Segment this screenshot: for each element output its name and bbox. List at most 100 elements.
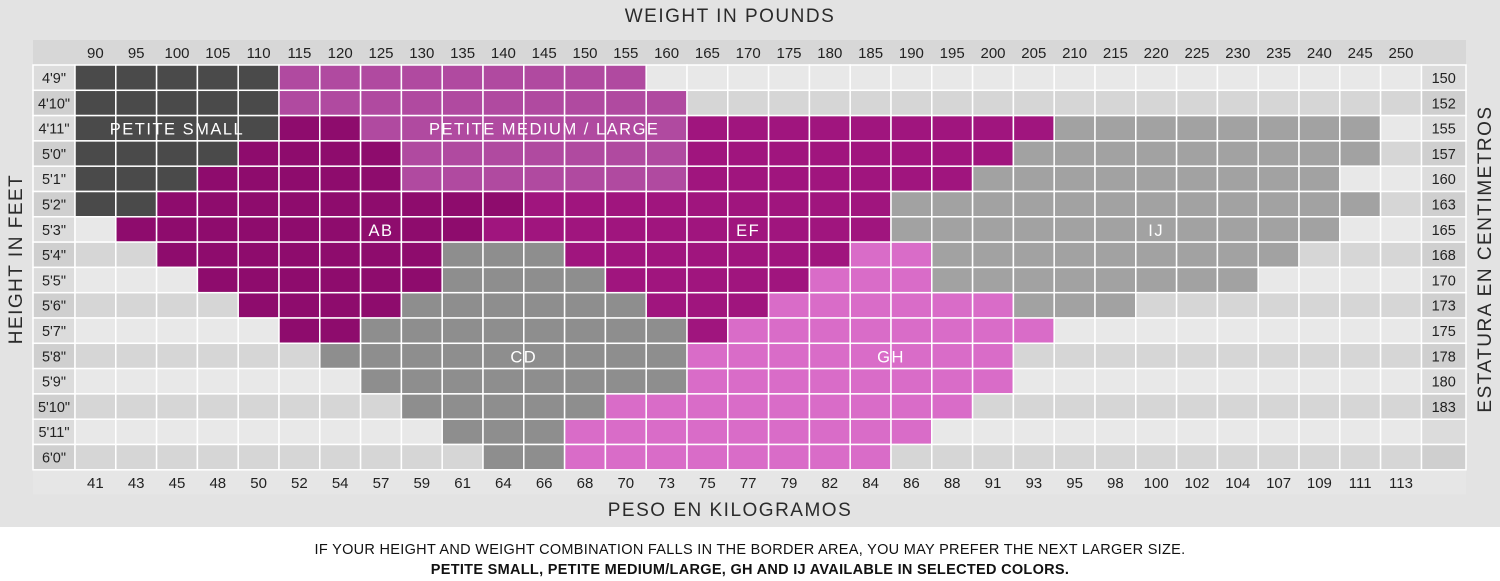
size-cell [237,367,280,395]
size-cell [1216,114,1259,142]
size-cell [849,266,892,294]
size-cell [482,64,525,92]
size-cell [645,64,688,92]
weight-lb-label: 120 [328,45,353,62]
size-region-label: IJ [1148,222,1164,240]
size-cell [563,443,607,471]
size-cell [808,291,851,319]
weight-lb-label: 105 [205,45,230,62]
size-cell [1175,367,1219,395]
size-cell [278,165,321,193]
size-cell [563,216,607,243]
size-cell [278,443,321,471]
size-cell [563,190,607,218]
weight-lb-label: 205 [1021,45,1046,62]
size-cell [563,342,607,370]
weight-lb-label: 115 [287,45,311,62]
size-cell [563,165,607,193]
weight-kg-label: 43 [128,475,145,492]
size-cell [604,114,647,142]
cm-label-cell [1420,342,1467,370]
weight-kg-label: 54 [332,475,349,492]
size-cell [319,291,362,319]
size-cell [74,114,117,142]
weight-kg-label: 102 [1184,475,1209,492]
weight-kg-label: 75 [699,475,716,492]
size-cell [1257,64,1300,92]
size-cell [278,342,321,370]
size-cell [1175,140,1219,167]
size-cell [441,64,484,92]
size-cell [645,216,688,243]
size-cell [971,443,1015,471]
size-cell [1298,367,1341,395]
size-cell [1257,114,1300,142]
height-ft-label: 5'0" [42,147,66,163]
size-cell [1339,190,1382,218]
size-cell [1379,443,1423,471]
height-cm-label: 155 [1432,122,1456,138]
size-cell [196,64,239,92]
size-cell [971,241,1015,269]
height-cm-label: 180 [1432,375,1456,391]
size-cell [727,89,770,117]
size-cell [155,443,199,471]
size-cell [74,216,117,243]
size-cell [237,216,280,243]
size-cell [1094,418,1137,446]
size-cell [196,89,239,117]
size-cell [1257,393,1300,420]
size-cell [441,418,484,446]
size-cell [441,317,484,345]
size-cell [1175,89,1219,117]
height-ft-label: 5'11" [38,425,69,441]
size-cell [400,291,443,319]
size-cell [727,266,770,294]
size-cell [523,64,566,92]
size-cell [359,241,403,269]
weight-kg-label: 86 [903,475,920,492]
size-cell [196,418,239,446]
size-cell [971,342,1015,370]
size-cell [441,216,484,243]
x-axis-title-secondary: PESO EN KILOGRAMOS [607,500,853,521]
weight-kg-label: 41 [87,475,104,492]
size-cell [237,241,280,269]
height-label-cell [32,190,76,218]
size-cell [645,165,688,193]
size-region-label: AB [368,222,393,240]
size-cell [1135,216,1178,243]
size-cell [645,89,688,117]
height-cm-label: 178 [1432,349,1456,365]
height-label-cell [32,418,76,446]
size-cell [1012,418,1055,446]
size-cell [604,241,647,269]
weight-kg-label: 61 [454,475,471,492]
size-cell [196,190,239,218]
size-cell [1339,367,1382,395]
size-cell [1339,165,1382,193]
size-cell [115,418,158,446]
size-cell [482,266,525,294]
size-cell [196,367,239,395]
size-cell [482,190,525,218]
size-cell [563,64,607,92]
size-cell [115,291,158,319]
size-cell [115,266,158,294]
weight-lb-label: 230 [1225,45,1250,62]
size-cell [1135,89,1178,117]
size-cell [604,140,647,167]
size-cell [931,443,974,471]
size-cell [319,190,362,218]
size-cell [1053,64,1096,92]
size-cell [1053,418,1096,446]
size-cell [686,342,729,370]
size-cell [74,443,117,471]
size-cell [808,216,851,243]
size-cell [237,165,280,193]
size-cell [1135,342,1178,370]
size-cell [849,64,892,92]
height-label-cell [32,367,76,395]
size-cell [482,89,525,117]
size-cell [441,443,484,471]
